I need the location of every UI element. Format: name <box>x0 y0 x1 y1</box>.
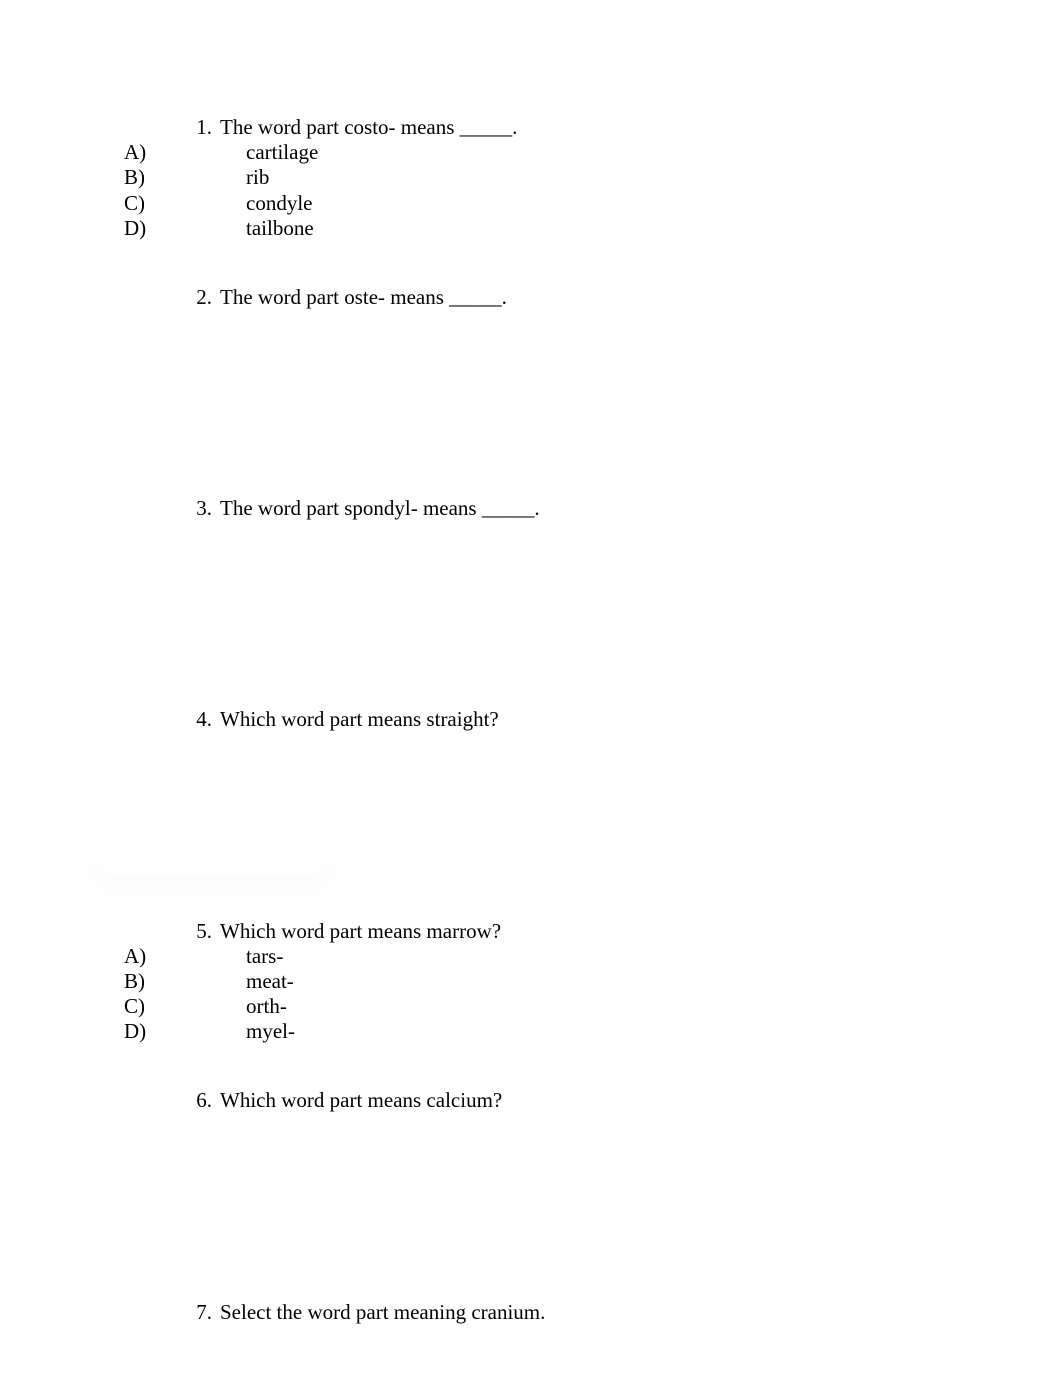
question-2-prompt: 2. The word part oste- means _____. <box>124 285 1062 310</box>
question-number: 7. <box>124 1300 220 1325</box>
option-letter: B) <box>124 969 154 994</box>
question-number: 2. <box>124 285 220 310</box>
option-text: rib <box>154 165 269 190</box>
question-text: Which word part means marrow? <box>220 919 1062 944</box>
blur-overlay <box>100 851 325 879</box>
option-letter: C) <box>124 191 154 216</box>
question-number: 6. <box>124 1088 220 1113</box>
option-c: C) condyle <box>124 191 1062 216</box>
option-text: condyle <box>154 191 312 216</box>
option-b: B) rib <box>124 165 1062 190</box>
option-letter: D) <box>124 216 154 241</box>
option-letter: D) <box>124 1019 154 1044</box>
question-text: Select the word part meaning cranium. <box>220 1300 1062 1325</box>
question-2: 2. The word part oste- means _____. <box>124 285 1062 310</box>
question-3: 3. The word part spondyl- means _____. <box>124 496 1062 521</box>
question-1-prompt: 1. The word part costo- means _____. <box>124 115 1062 140</box>
question-text: The word part oste- means _____. <box>220 285 1062 310</box>
option-a: A) tars- <box>124 944 1062 969</box>
question-6-prompt: 6. Which word part means calcium? <box>124 1088 1062 1113</box>
option-a: A) cartilage <box>124 140 1062 165</box>
question-4-prompt: 4. Which word part means straight? <box>124 707 1062 732</box>
option-letter: B) <box>124 165 154 190</box>
option-letter: A) <box>124 944 154 969</box>
option-b: B) meat- <box>124 969 1062 994</box>
question-number: 3. <box>124 496 220 521</box>
option-d: D) myel- <box>124 1019 1062 1044</box>
option-letter: C) <box>124 994 154 1019</box>
option-text: meat- <box>154 969 294 994</box>
option-c: C) orth- <box>124 994 1062 1019</box>
question-5: 5. Which word part means marrow? A) tars… <box>124 919 1062 1045</box>
question-text: The word part costo- means _____. <box>220 115 1062 140</box>
question-number: 1. <box>124 115 220 140</box>
question-text: Which word part means straight? <box>220 707 1062 732</box>
question-4: 4. Which word part means straight? <box>124 707 1062 732</box>
option-text: myel- <box>154 1019 295 1044</box>
question-number: 4. <box>124 707 220 732</box>
question-1: 1. The word part costo- means _____. A) … <box>124 115 1062 241</box>
option-letter: A) <box>124 140 154 165</box>
question-7-prompt: 7. Select the word part meaning cranium. <box>124 1300 1062 1325</box>
option-text: tars- <box>154 944 283 969</box>
option-text: cartilage <box>154 140 318 165</box>
option-text: orth- <box>154 994 287 1019</box>
question-text: Which word part means calcium? <box>220 1088 1062 1113</box>
question-3-prompt: 3. The word part spondyl- means _____. <box>124 496 1062 521</box>
option-d: D) tailbone <box>124 216 1062 241</box>
question-5-prompt: 5. Which word part means marrow? <box>124 919 1062 944</box>
question-6: 6. Which word part means calcium? <box>124 1088 1062 1113</box>
question-7: 7. Select the word part meaning cranium. <box>124 1300 1062 1325</box>
question-text: The word part spondyl- means _____. <box>220 496 1062 521</box>
question-number: 5. <box>124 919 220 944</box>
option-text: tailbone <box>154 216 314 241</box>
